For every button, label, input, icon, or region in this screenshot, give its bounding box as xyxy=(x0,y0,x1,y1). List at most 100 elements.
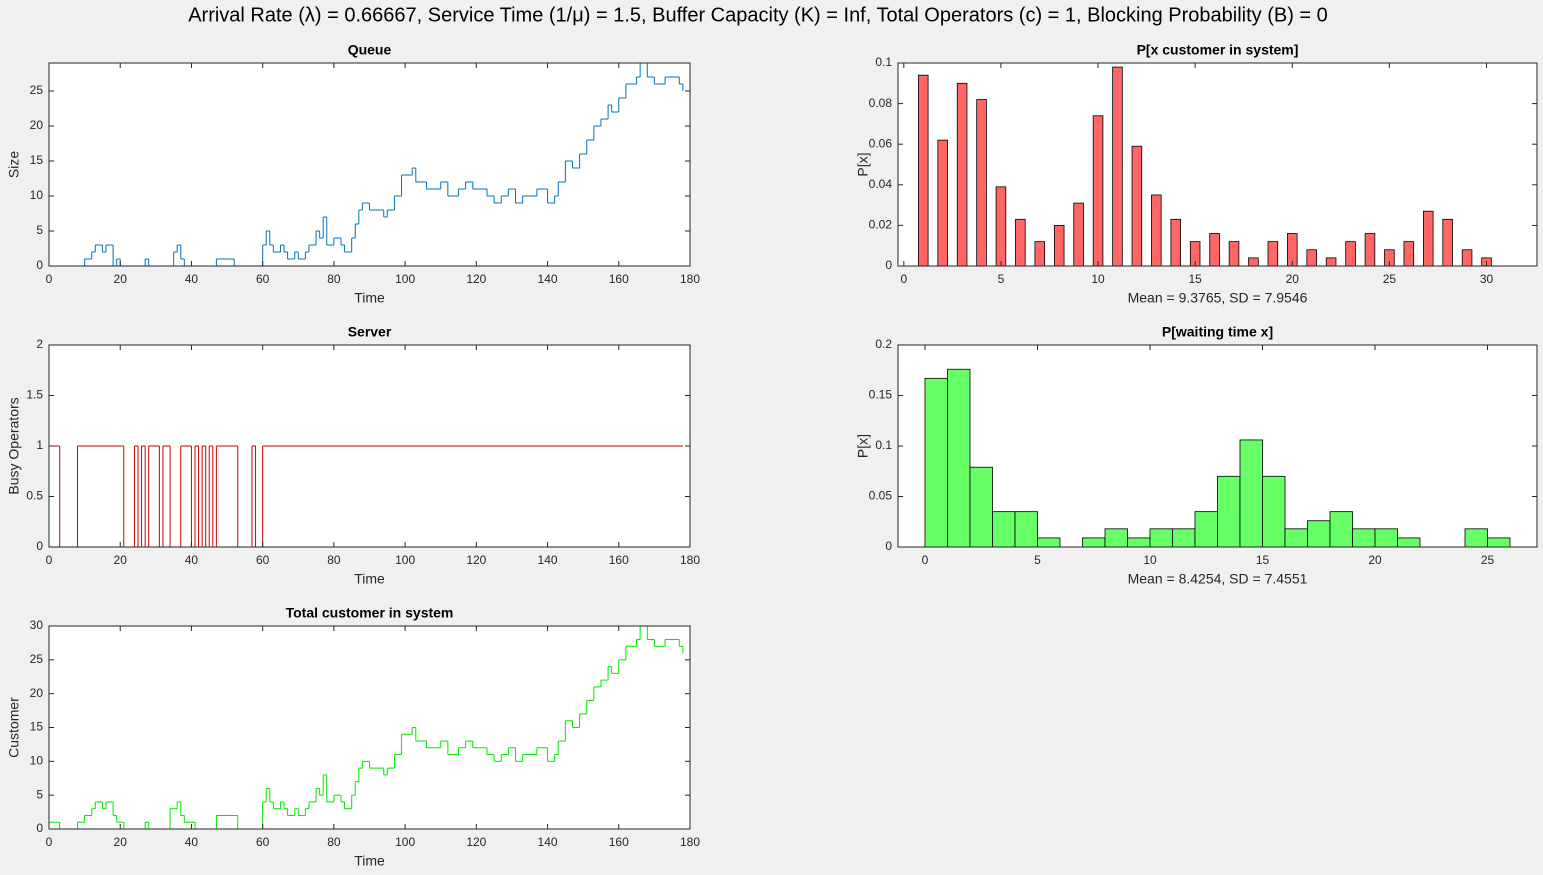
x-axis-label: Time xyxy=(354,290,385,306)
subplot-title: Server xyxy=(348,324,392,340)
x-tick-label: 180 xyxy=(680,553,700,567)
x-tick-label: 60 xyxy=(256,272,270,286)
x-tick-label: 140 xyxy=(538,835,558,849)
x-tick-label: 20 xyxy=(1368,553,1382,567)
y-axis-label: P[x] xyxy=(855,434,871,458)
y-axis-label: Customer xyxy=(6,697,22,758)
x-tick-label: 40 xyxy=(185,272,199,286)
bar xyxy=(1209,233,1220,267)
y-tick-label: 25 xyxy=(30,652,44,666)
histogram-bar xyxy=(1014,511,1038,548)
y-tick-label: 0 xyxy=(36,539,43,553)
axes-box xyxy=(897,62,1538,267)
histogram-bar xyxy=(1172,528,1196,548)
y-tick-label: 1 xyxy=(36,438,43,452)
plot-area xyxy=(49,626,690,829)
y-tick-label: 15 xyxy=(30,153,44,167)
x-tick-label: 80 xyxy=(327,553,341,567)
x-tick-label: 10 xyxy=(1091,272,1105,286)
y-tick-label: 25 xyxy=(30,83,44,97)
y-tick-label: 10 xyxy=(30,188,44,202)
bar xyxy=(1306,249,1317,267)
histogram-bar xyxy=(969,466,993,548)
bar xyxy=(1267,241,1279,267)
x-tick-label: 60 xyxy=(256,553,270,567)
bar xyxy=(1422,210,1434,267)
subplot-title: Queue xyxy=(348,42,392,58)
histogram-bar xyxy=(1127,537,1151,548)
subplot: 0 5 10 15 20 25 30 0 0.02 0.04 0.06 0.08 0.1 P[x cust… xyxy=(855,42,1538,306)
histogram-bar xyxy=(1352,528,1376,548)
y-tick-label: 0.1 xyxy=(875,55,892,69)
bar xyxy=(976,99,987,267)
y-tick-label: 30 xyxy=(30,618,44,632)
y-tick-label: 0.15 xyxy=(869,388,893,402)
y-tick-label: 5 xyxy=(36,787,43,801)
y-tick-label: 0.5 xyxy=(26,489,43,503)
bar xyxy=(956,82,968,267)
histogram-bar xyxy=(947,368,971,548)
y-tick-label: 0.2 xyxy=(875,337,892,351)
x-tick-label: 120 xyxy=(466,553,486,567)
histogram-bar xyxy=(1194,511,1218,548)
x-axis-label: Mean = 9.3765, SD = 7.9546 xyxy=(1128,290,1308,306)
x-tick-label: 10 xyxy=(1143,553,1157,567)
histogram-bar xyxy=(1104,528,1128,548)
bar xyxy=(1073,202,1084,267)
x-tick-label: 140 xyxy=(538,553,558,567)
histogram-bar xyxy=(1397,537,1421,548)
x-axis-label: Time xyxy=(354,571,385,587)
x-tick-label: 160 xyxy=(609,553,629,567)
bar xyxy=(1248,257,1259,267)
plot-area xyxy=(49,63,690,266)
subplot-title: P[x customer in system] xyxy=(1137,42,1299,58)
y-tick-label: 10 xyxy=(30,754,44,768)
x-tick-label: 140 xyxy=(538,272,558,286)
x-tick-label: 20 xyxy=(114,553,128,567)
subplot: 0 20 40 60 80 100 120 140 160 180 0 5 10 15 20 25 30 Tota… xyxy=(6,605,701,869)
x-tick-label: 25 xyxy=(1481,553,1495,567)
x-tick-label: 180 xyxy=(680,272,700,286)
x-tick-label: 180 xyxy=(680,835,700,849)
bar xyxy=(1461,249,1473,267)
histogram-bar xyxy=(1262,475,1286,548)
y-tick-label: 1.5 xyxy=(26,388,43,402)
histogram-bar xyxy=(1307,520,1331,548)
y-tick-label: 0 xyxy=(885,258,892,272)
histogram-bar xyxy=(1239,439,1263,548)
subplot: 0 20 40 60 80 100 120 140 160 180 0 0.5 1 1.5 2 Server T… xyxy=(6,324,701,587)
histogram-bar xyxy=(992,511,1016,548)
x-tick-label: 120 xyxy=(466,835,486,849)
subplot: 0 5 10 15 20 25 0 0.05 0.1 0.15 0.2 P[waiting time … xyxy=(855,324,1538,587)
histogram-bar xyxy=(1217,475,1241,548)
x-tick-label: 20 xyxy=(114,835,128,849)
y-tick-label: 0 xyxy=(36,258,43,272)
x-tick-label: 0 xyxy=(46,553,53,567)
x-tick-label: 100 xyxy=(395,553,415,567)
figure-title: Arrival Rate (λ) = 0.66667, Service Time… xyxy=(188,4,1328,26)
subplot-title: Total customer in system xyxy=(286,605,454,621)
histogram-bar xyxy=(1037,537,1061,548)
bar xyxy=(1151,194,1162,267)
y-tick-label: 15 xyxy=(30,720,44,734)
x-tick-label: 40 xyxy=(185,835,199,849)
axes-box xyxy=(48,62,691,267)
bar xyxy=(1170,218,1181,267)
histogram-bar xyxy=(1329,511,1353,548)
x-tick-label: 5 xyxy=(998,272,1005,286)
x-tick-label: 40 xyxy=(185,553,199,567)
y-tick-label: 2 xyxy=(36,337,43,351)
x-tick-label: 15 xyxy=(1188,272,1202,286)
y-tick-label: 0.02 xyxy=(869,218,893,232)
bar xyxy=(995,186,1007,267)
x-tick-label: 0 xyxy=(46,835,53,849)
bar xyxy=(1053,224,1065,267)
x-tick-label: 120 xyxy=(466,272,486,286)
x-tick-label: 160 xyxy=(609,272,629,286)
bar xyxy=(1092,115,1104,267)
bar xyxy=(1403,241,1415,267)
bar xyxy=(1228,241,1240,267)
y-tick-label: 0.04 xyxy=(869,177,893,191)
y-tick-label: 20 xyxy=(30,118,44,132)
